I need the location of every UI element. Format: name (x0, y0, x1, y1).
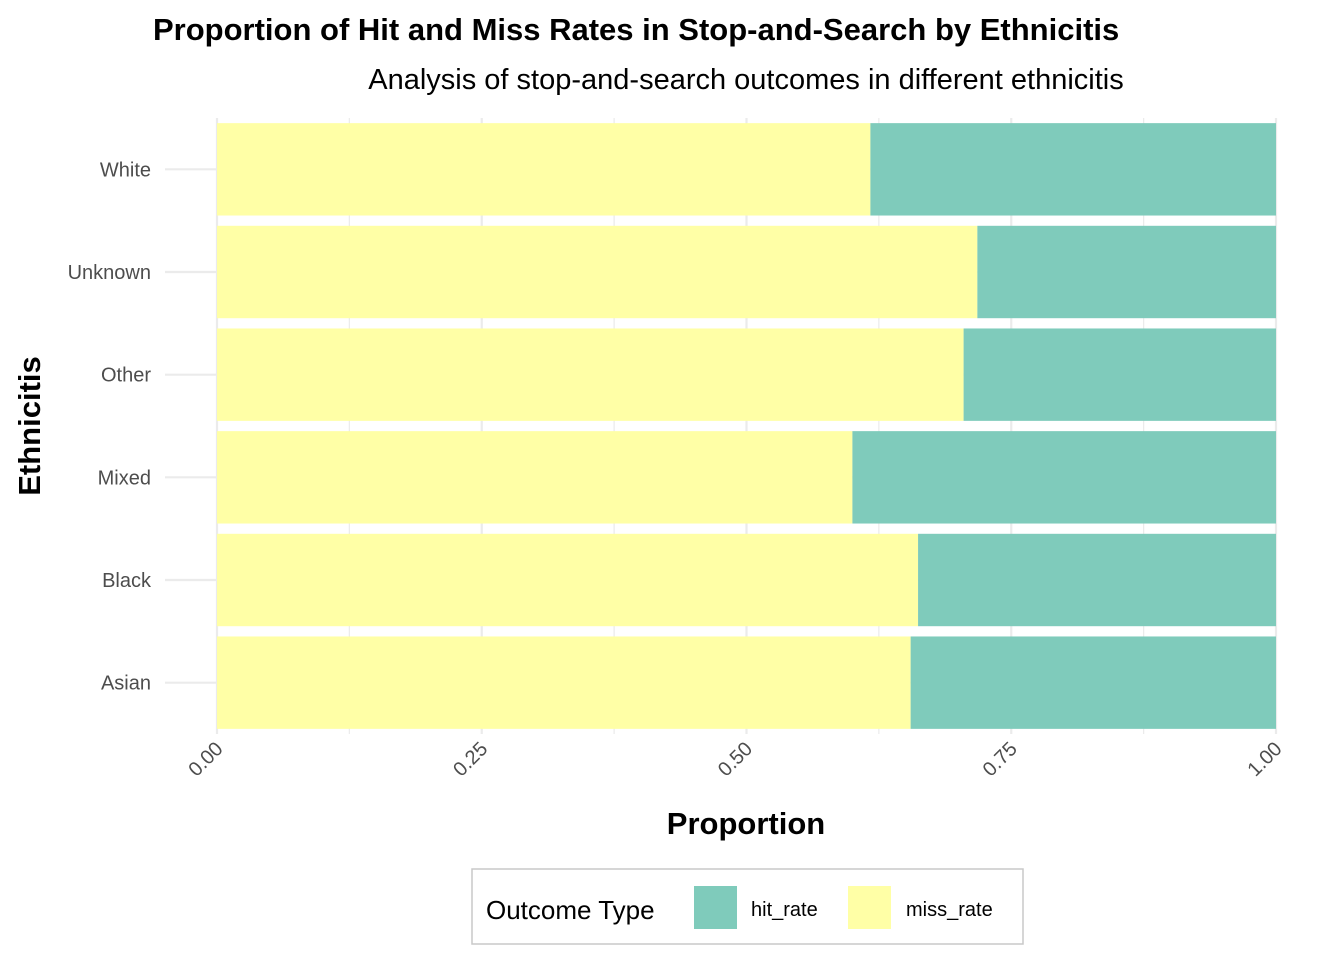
legend: Outcome Type hit_rate miss_rate (471, 868, 1024, 945)
y-tick-label: White (100, 159, 151, 181)
bar-miss-rate-mixed (217, 431, 853, 524)
x-tick-label: 1.00 (1243, 738, 1286, 781)
bar-hit-rate-white (870, 123, 1276, 216)
bar-hit-rate-asian (910, 636, 1276, 729)
y-tick-label: Other (101, 365, 151, 387)
legend-label-hit-rate: hit_rate (751, 899, 818, 921)
chart-title: Proportion of Hit and Miss Rates in Stop… (153, 12, 1119, 47)
bar-miss-rate-unknown (217, 225, 978, 319)
legend-box (471, 868, 1024, 945)
chart-subtitle: Analysis of stop-and-search outcomes in … (368, 64, 1123, 96)
x-tick-label: 0.50 (714, 738, 757, 781)
y-tick-label: Mixed (98, 467, 151, 489)
x-axis-ticks: 0.00 0.25 0.50 0.75 1.00 (184, 738, 1286, 781)
bar-miss-rate-black (217, 533, 919, 627)
legend-items: hit_rate miss_rate (694, 886, 993, 929)
bar-miss-rate-other (217, 328, 964, 421)
legend-key-hit-rate (694, 886, 737, 929)
y-axis-ticks: Asian Black Mixed Other Unknown White (68, 159, 152, 694)
legend-label-miss-rate: miss_rate (906, 899, 993, 921)
x-tick-label: 0.00 (184, 738, 227, 781)
legend-title: Outcome Type (486, 895, 655, 925)
y-axis-title: Ethnicitis (12, 356, 47, 496)
bar-hit-rate-other (963, 328, 1276, 421)
y-tick-label: Asian (101, 673, 151, 695)
x-tick-label: 0.75 (979, 738, 1022, 781)
bars (217, 123, 1276, 729)
bar-miss-rate-asian (217, 636, 911, 729)
y-tick-label: Black (102, 570, 152, 592)
legend-key-miss-rate (848, 886, 891, 929)
x-tick-label: 0.25 (449, 738, 492, 781)
bar-hit-rate-unknown (977, 225, 1276, 319)
y-tick-label: Unknown (68, 262, 151, 284)
bar-hit-rate-mixed (852, 431, 1276, 524)
bar-miss-rate-white (217, 123, 871, 216)
bar-hit-rate-black (918, 533, 1276, 627)
x-axis-title: Proportion (667, 806, 825, 841)
